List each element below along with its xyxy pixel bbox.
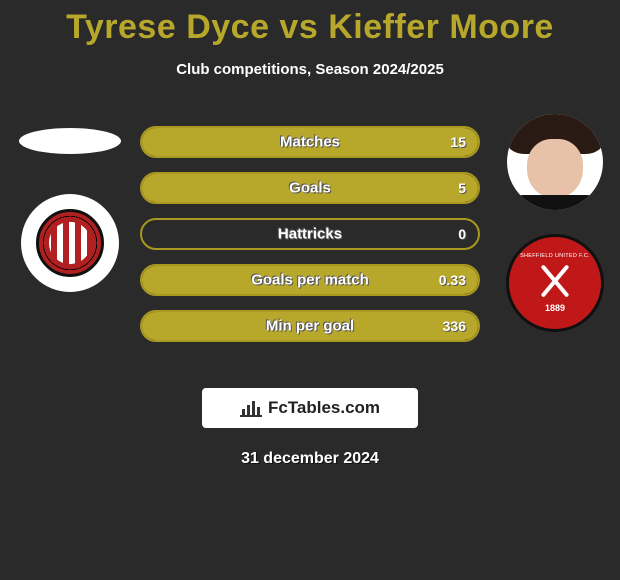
stat-row: Min per goal336 — [140, 310, 480, 342]
swords-icon — [535, 261, 575, 301]
comparison-date: 31 december 2024 — [0, 450, 620, 468]
subtitle: Club competitions, Season 2024/2025 — [0, 61, 620, 78]
stat-row: Matches15 — [140, 126, 480, 158]
stat-label: Min per goal — [142, 318, 478, 335]
comparison-panel: SHEFFIELD UNITED F.C. 1889 Matches15 Goal… — [0, 114, 620, 374]
stat-row: Hattricks0 — [140, 218, 480, 250]
crest-text-top: SHEFFIELD UNITED F.C. — [520, 253, 590, 259]
stat-label: Goals per match — [142, 272, 478, 289]
crest-year: 1889 — [545, 303, 565, 313]
stat-row: Goals5 — [140, 172, 480, 204]
stat-value-right: 0.33 — [439, 272, 466, 288]
brand-text: FcTables.com — [268, 398, 380, 418]
left-club-crest — [21, 194, 119, 292]
stat-value-right: 0 — [458, 226, 466, 242]
stat-label: Goals — [142, 180, 478, 197]
left-player-column — [10, 114, 130, 292]
chart-icon — [240, 399, 262, 417]
right-player-photo — [507, 114, 603, 210]
stat-value-right: 5 — [458, 180, 466, 196]
stat-label: Hattricks — [142, 226, 478, 243]
page-title: Tyrese Dyce vs Kieffer Moore — [0, 0, 620, 47]
right-club-crest: SHEFFIELD UNITED F.C. 1889 — [506, 234, 604, 332]
stat-bars: Matches15 Goals5 Hattricks0 Goals per match… — [140, 126, 480, 356]
stat-row: Goals per match0.33 — [140, 264, 480, 296]
stat-value-right: 15 — [450, 134, 466, 150]
right-player-column: SHEFFIELD UNITED F.C. 1889 — [500, 114, 610, 332]
left-player-photo — [19, 128, 121, 154]
stat-value-right: 336 — [443, 318, 466, 334]
brand-badge: FcTables.com — [202, 388, 418, 428]
stat-label: Matches — [142, 134, 478, 151]
